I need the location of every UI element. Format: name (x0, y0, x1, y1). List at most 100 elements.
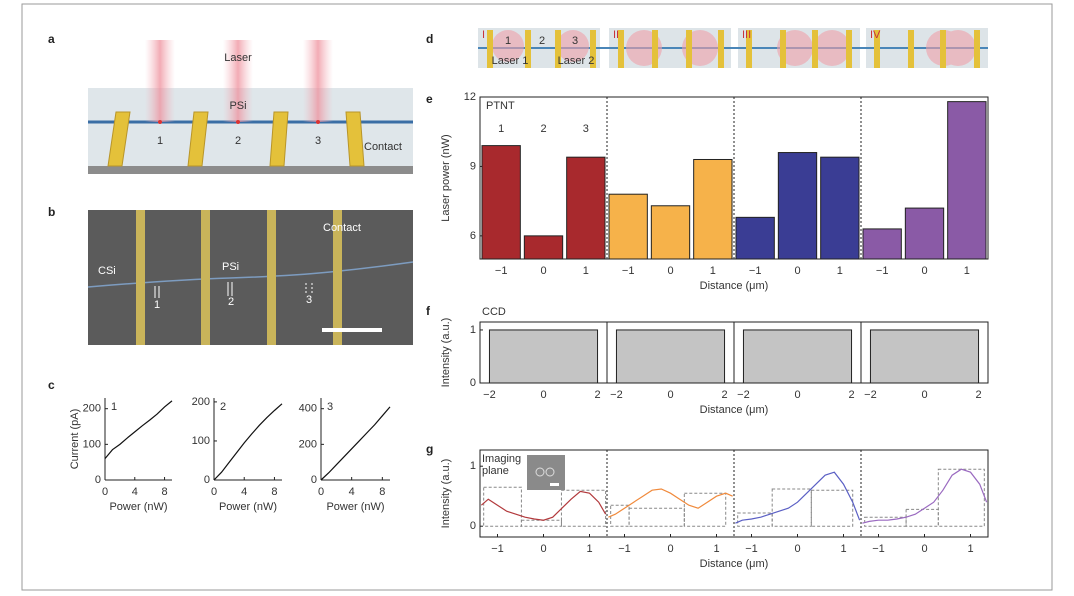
label: 3 (572, 35, 578, 47)
stage-label: IV (870, 29, 881, 41)
label: PSi (222, 261, 239, 273)
data-line (320, 406, 391, 481)
x-tick-label: 0 (540, 389, 546, 401)
x-tick-label: 4 (132, 486, 138, 498)
x-tick-label: 8 (271, 486, 277, 498)
label: Contact (364, 141, 402, 153)
label: 2 (235, 135, 241, 147)
panel-label: g (426, 442, 433, 456)
x-tick-label: −1 (491, 543, 504, 555)
x-tick-label: 2 (975, 389, 981, 401)
x-tick-label: 8 (379, 486, 385, 498)
x-tick-label: −1 (872, 543, 885, 555)
x-tick-label: 4 (241, 486, 247, 498)
stage-label: II (613, 29, 619, 41)
bar (650, 205, 691, 260)
x-tick-label: 1 (840, 543, 846, 555)
bar (862, 228, 902, 260)
data-line (862, 468, 988, 524)
panel-label: d (426, 32, 433, 46)
bar (735, 216, 775, 260)
x-tick-label: 0 (667, 389, 673, 401)
reference-bar (610, 504, 630, 527)
data-line (480, 490, 607, 521)
panel-label: b (48, 205, 55, 219)
inset-spot (545, 467, 555, 477)
y-tick-label: 400 (299, 403, 317, 415)
label: 1 (157, 135, 163, 147)
x-tick-label: 0 (667, 265, 673, 277)
x-tick-label: 0 (921, 543, 927, 555)
schematic-b: CSi PSi Contact 1 2 3 (87, 210, 414, 345)
x-axis-label: Distance (μm) (700, 280, 769, 292)
x-axis-label: Distance (μm) (700, 558, 769, 570)
bar (904, 207, 945, 260)
reference-bar (628, 507, 685, 527)
y-tick-label: 1 (470, 324, 476, 336)
panel-label: a (48, 32, 55, 46)
x-tick-label: 1 (710, 265, 716, 277)
reference-bar (905, 508, 939, 527)
annotation: PTNT (486, 100, 515, 112)
x-tick-label: 1 (967, 543, 973, 555)
stage-label: I (482, 29, 485, 41)
panel-label: f (426, 304, 431, 318)
label: Laser 1 (492, 55, 529, 67)
y-tick-label: 6 (470, 230, 476, 242)
x-tick-label: 0 (667, 543, 673, 555)
x-tick-label: −2 (864, 389, 877, 401)
bar (820, 156, 860, 260)
y-axis-label: Intensity (a.u.) (440, 459, 452, 529)
x-tick-label: −2 (737, 389, 750, 401)
data-line (213, 403, 283, 481)
y-tick-label: 100 (192, 435, 210, 447)
x-tick-label: −1 (622, 265, 635, 277)
x-tick-label: 0 (921, 389, 927, 401)
annotation: 1 (498, 123, 504, 135)
x-tick-label: 1 (837, 265, 843, 277)
label: 2 (228, 296, 234, 308)
x-axis-label: Power (nW) (109, 501, 167, 513)
histogram-bar (869, 329, 980, 384)
y-axis-label: Laser power (nW) (440, 134, 452, 221)
panel-label: e (426, 92, 433, 106)
y-tick-label: 9 (470, 160, 476, 172)
inset-spot (535, 467, 545, 477)
y-tick-label: 100 (83, 438, 101, 450)
x-tick-label: −2 (483, 389, 496, 401)
x-tick-label: 8 (161, 486, 167, 498)
x-tick-label: 1 (583, 265, 589, 277)
y-tick-label: 0 (311, 474, 317, 486)
x-tick-label: −1 (876, 265, 889, 277)
x-tick-label: 0 (794, 389, 800, 401)
label: 1 (154, 299, 160, 311)
x-tick-label: 4 (349, 486, 355, 498)
y-tick-label: 1 (470, 460, 476, 472)
y-tick-label: 0 (470, 377, 476, 389)
bar (947, 101, 987, 260)
label: 1 (505, 35, 511, 47)
label: 2 (539, 35, 545, 47)
label: 3 (306, 294, 312, 306)
reference-bar (520, 519, 562, 527)
annotation: Imaging (482, 453, 521, 465)
x-tick-label: 1 (964, 265, 970, 277)
x-axis-label: Power (nW) (326, 501, 384, 513)
x-axis-label: Distance (μm) (700, 404, 769, 416)
y-axis-label: Current (pA) (69, 409, 81, 470)
bar (693, 158, 733, 260)
x-tick-label: 2 (848, 389, 854, 401)
x-tick-label: 0 (211, 486, 217, 498)
bar (523, 235, 564, 260)
x-tick-label: −1 (749, 265, 762, 277)
reference-bar (483, 486, 522, 527)
x-tick-label: 0 (102, 486, 108, 498)
y-tick-label: 200 (299, 438, 317, 450)
bar (777, 152, 818, 260)
reference-bar (937, 468, 985, 527)
data-line (104, 400, 173, 459)
y-tick-label: 0 (470, 520, 476, 532)
x-axis-label: Power (nW) (219, 501, 277, 513)
bar (566, 156, 606, 260)
schematic-a: Laser PSi 1 2 3 Contact (88, 40, 413, 174)
